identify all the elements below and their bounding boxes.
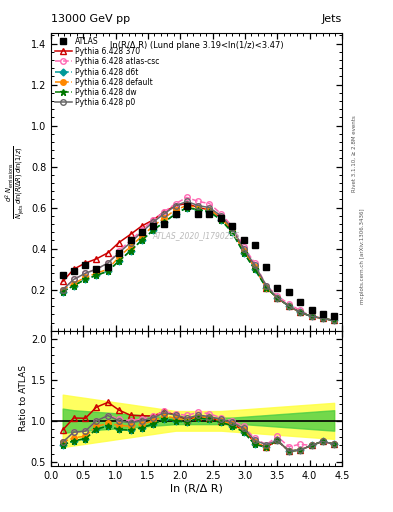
- X-axis label: ln (R/Δ R): ln (R/Δ R): [170, 483, 223, 494]
- Text: ATLAS_2020_I1790256: ATLAS_2020_I1790256: [153, 231, 240, 240]
- Text: 13000 GeV pp: 13000 GeV pp: [51, 14, 130, 24]
- Legend: ATLAS, Pythia 6.428 370, Pythia 6.428 atlas-csc, Pythia 6.428 d6t, Pythia 6.428 : ATLAS, Pythia 6.428 370, Pythia 6.428 at…: [53, 35, 161, 109]
- Text: mcplots.cern.ch [arXiv:1306.3436]: mcplots.cern.ch [arXiv:1306.3436]: [360, 208, 365, 304]
- Y-axis label: Ratio to ATLAS: Ratio to ATLAS: [19, 366, 28, 431]
- Y-axis label: $\frac{d^2\,N_\mathsf{emissions}}{N_\mathsf{jets}\,d\!\ln(R/\!\Delta R)\,d\!\ln(: $\frac{d^2\,N_\mathsf{emissions}}{N_\mat…: [4, 145, 27, 219]
- Text: ln(R/Δ R) (Lund plane 3.19<ln(1/z)<3.47): ln(R/Δ R) (Lund plane 3.19<ln(1/z)<3.47): [110, 41, 283, 50]
- Text: Jets: Jets: [321, 14, 342, 24]
- Text: Rivet 3.1.10, ≥ 2.8M events: Rivet 3.1.10, ≥ 2.8M events: [352, 115, 357, 192]
